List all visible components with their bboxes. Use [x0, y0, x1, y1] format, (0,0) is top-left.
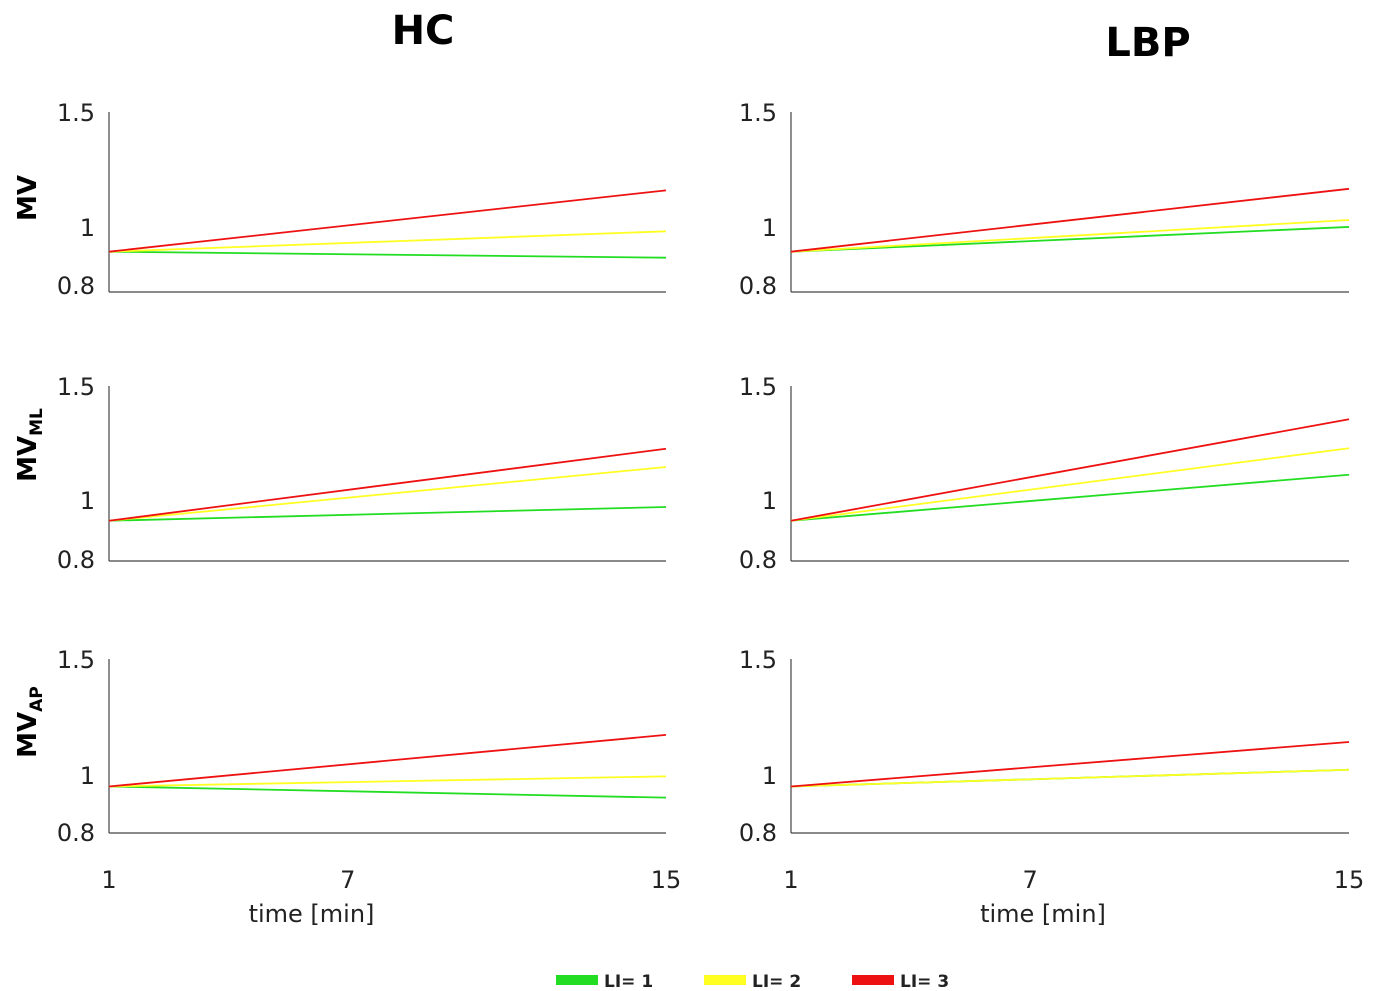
series-line-lbp-mv-li1 [790, 226, 1350, 253]
y-tick-label-hc-mv: 0.8 [57, 272, 95, 300]
series-line-hc-mvap-li3 [108, 733, 667, 788]
panels-group: 0.811.50.811.50.811.50.811.50.811.51 7 15t… [57, 99, 1364, 928]
series-line-hc-mv-li3 [108, 189, 667, 253]
series-line-hc-mvap-li1 [108, 785, 667, 799]
x-tick-label-lbp-mvap: 1 [783, 866, 798, 894]
panel-hc-mvml: 0.8 1 1.5 [57, 373, 667, 574]
legend-label-li2: LI= 2 [752, 972, 801, 991]
y-tick-label-hc-mvap: 0.8 [57, 819, 95, 847]
row-label-mv: MV [13, 175, 43, 221]
x-tick-label-lbp-mvap: 7 [1023, 866, 1038, 894]
series-line-lbp-mv-li2 [790, 219, 1350, 253]
panel-lbp-mvml: 0.8 1 1.5 [739, 373, 1350, 574]
x-tick-label-hc-mvap: 7 [340, 866, 355, 894]
series-line-lbp-mvml-li1 [790, 473, 1350, 522]
y-tick-label-lbp-mv: 0.8 [739, 272, 777, 300]
x-tick-label-lbp-mvap: 15 [1334, 866, 1365, 894]
y-tick-label-lbp-mvml: 1.5 [739, 373, 777, 401]
y-tick-label-hc-mvml: 1.5 [57, 373, 95, 401]
legend-swatch-li1 [556, 975, 598, 985]
legend-swatch-li3 [852, 975, 894, 985]
y-tick-label-hc-mvap: 1.5 [57, 646, 95, 674]
series-line-lbp-mvml-li3 [790, 418, 1350, 522]
y-tick-label-lbp-mvml: 1 [762, 487, 777, 515]
panel-hc-mv: 0.8 1 1.5 [57, 99, 667, 300]
series-line-lbp-mv-li3 [790, 187, 1350, 253]
row-label-mvap-sub: AP [27, 686, 47, 712]
y-tick-label-lbp-mvap: 1 [762, 762, 777, 790]
row-label-mvap: MVAP [13, 686, 47, 758]
y-tick-label-lbp-mv: 1.5 [739, 99, 777, 127]
panel-lbp-mv: 0.8 1 1.5 [739, 99, 1350, 300]
row-label-mvml-sub: ML [27, 408, 47, 436]
x-axis-label-hc-mvap: time [min] [249, 900, 375, 928]
series-line-hc-mvap-li2 [108, 775, 667, 788]
row-label-mvml-main: MV [13, 436, 43, 482]
column-title-lbp: LBP [1105, 20, 1190, 66]
row-label-mvml: MVML [13, 408, 47, 482]
x-tick-label-hc-mvap: 1 [101, 866, 116, 894]
x-tick-label-hc-mvap: 15 [651, 866, 682, 894]
series-line-hc-mv-li1 [108, 250, 667, 259]
legend: LI= 1 LI= 2 LI= 3 [556, 972, 949, 991]
y-tick-label-hc-mvap: 1 [80, 762, 95, 790]
y-tick-label-lbp-mvap: 0.8 [739, 819, 777, 847]
series-line-lbp-mvap-li3 [790, 741, 1350, 788]
y-tick-label-lbp-mv: 1 [762, 214, 777, 242]
y-tick-label-lbp-mvml: 0.8 [739, 546, 777, 574]
y-tick-label-hc-mv: 1 [80, 214, 95, 242]
y-tick-label-hc-mv: 1.5 [57, 99, 95, 127]
y-tick-label-lbp-mvap: 1.5 [739, 646, 777, 674]
series-line-lbp-mvap-li2 [790, 768, 1350, 788]
series-line-hc-mvml-li1 [108, 506, 667, 522]
series-line-lbp-mvml-li2 [790, 447, 1350, 522]
series-line-hc-mvml-li2 [108, 466, 667, 522]
series-line-hc-mvml-li3 [108, 447, 667, 522]
legend-label-li3: LI= 3 [900, 972, 949, 991]
y-tick-label-hc-mvml: 1 [80, 487, 95, 515]
row-label-mv-main: MV [13, 175, 43, 221]
legend-swatch-li2 [704, 975, 746, 985]
column-title-hc: HC [392, 8, 455, 54]
series-line-hc-mv-li2 [108, 230, 667, 253]
row-label-mvap-main: MV [13, 712, 43, 758]
x-axis-label-lbp-mvap: time [min] [980, 900, 1106, 928]
legend-label-li1: LI= 1 [604, 972, 653, 991]
y-tick-label-hc-mvml: 0.8 [57, 546, 95, 574]
